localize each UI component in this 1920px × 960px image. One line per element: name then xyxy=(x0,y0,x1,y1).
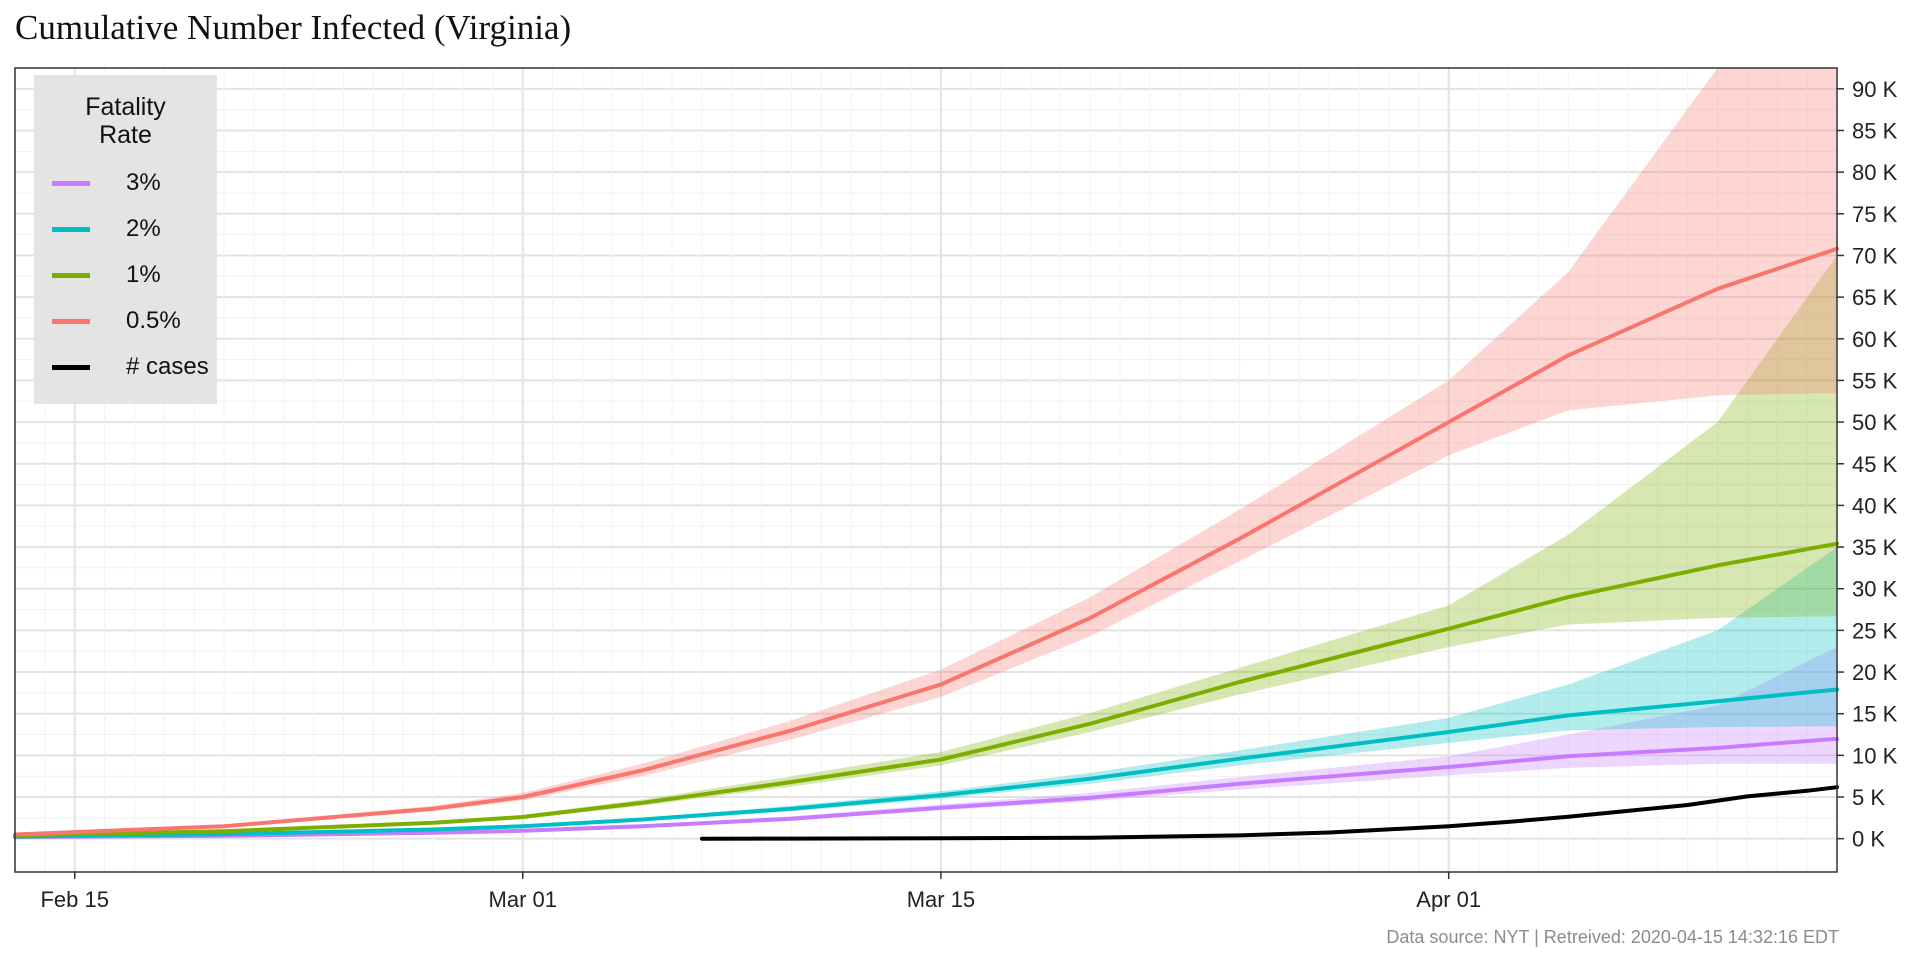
axes: 0 K 5 K 10 K 15 K 20 K 25 K 30 K 35 K 40 K 45 K 50… xyxy=(40,77,1897,912)
legend-title: Fatality Rate xyxy=(85,93,166,149)
legend-item: 0.5% xyxy=(52,306,212,336)
y-tick-label: 20 K xyxy=(1852,660,1898,685)
y-tick-label: 35 K xyxy=(1852,535,1898,560)
data-source-caption: Data source: NYT | Retreived: 2020-04-15… xyxy=(1386,927,1839,947)
series-lines xyxy=(13,246,1839,841)
legend-swatch xyxy=(52,273,90,278)
legend-swatch xyxy=(52,181,90,186)
legend-label: 3% xyxy=(126,169,161,196)
x-tick-label: Mar 15 xyxy=(907,887,975,912)
legend-item: 2% xyxy=(52,214,212,244)
series-line-0-5- xyxy=(13,246,1839,837)
y-tick-label: 80 K xyxy=(1852,160,1898,185)
y-tick-label: 75 K xyxy=(1852,202,1898,227)
legend: Fatality Rate 3% 2% 1% 0.5% # cases xyxy=(34,75,217,404)
legend-item: # cases xyxy=(52,352,212,382)
plot-border xyxy=(14,67,1838,873)
y-tick-label: 25 K xyxy=(1852,618,1898,643)
x-tick-label: Feb 15 xyxy=(40,887,109,912)
legend-swatch xyxy=(52,365,90,370)
y-tick-label: 40 K xyxy=(1852,493,1898,518)
legend-label: 2% xyxy=(126,215,161,242)
y-tick-label: 60 K xyxy=(1852,327,1898,352)
y-tick-label: 65 K xyxy=(1852,285,1898,310)
legend-label: 0.5% xyxy=(126,307,181,334)
y-tick-label: 10 K xyxy=(1852,743,1898,768)
legend-label: 1% xyxy=(126,261,161,288)
x-tick-label: Mar 01 xyxy=(489,887,557,912)
legend-swatch xyxy=(52,227,90,232)
confidence-bands xyxy=(15,68,1837,837)
y-tick-label: 50 K xyxy=(1852,410,1898,435)
x-tick-label: Apr 01 xyxy=(1416,887,1481,912)
y-tick-label: 85 K xyxy=(1852,118,1898,143)
y-tick-label: 0 K xyxy=(1852,827,1885,852)
chart-title: Cumulative Number Infected (Virginia) xyxy=(15,8,572,47)
y-tick-label: 15 K xyxy=(1852,702,1898,727)
legend-label: # cases xyxy=(126,353,209,380)
legend-item: 3% xyxy=(52,168,212,198)
y-tick-label: 90 K xyxy=(1852,77,1898,102)
band-0-5- xyxy=(15,68,1837,835)
series-line-1- xyxy=(13,541,1839,838)
y-tick-label: 5 K xyxy=(1852,785,1885,810)
y-tick-label: 55 K xyxy=(1852,368,1898,393)
legend-swatch xyxy=(52,319,90,324)
y-tick-label: 45 K xyxy=(1852,452,1898,477)
series-line-2- xyxy=(13,687,1839,839)
y-tick-label: 70 K xyxy=(1852,243,1898,268)
series-line-3- xyxy=(13,736,1839,839)
series-line--cases xyxy=(700,785,1839,841)
legend-item: 1% xyxy=(52,260,212,290)
y-tick-label: 30 K xyxy=(1852,577,1898,602)
